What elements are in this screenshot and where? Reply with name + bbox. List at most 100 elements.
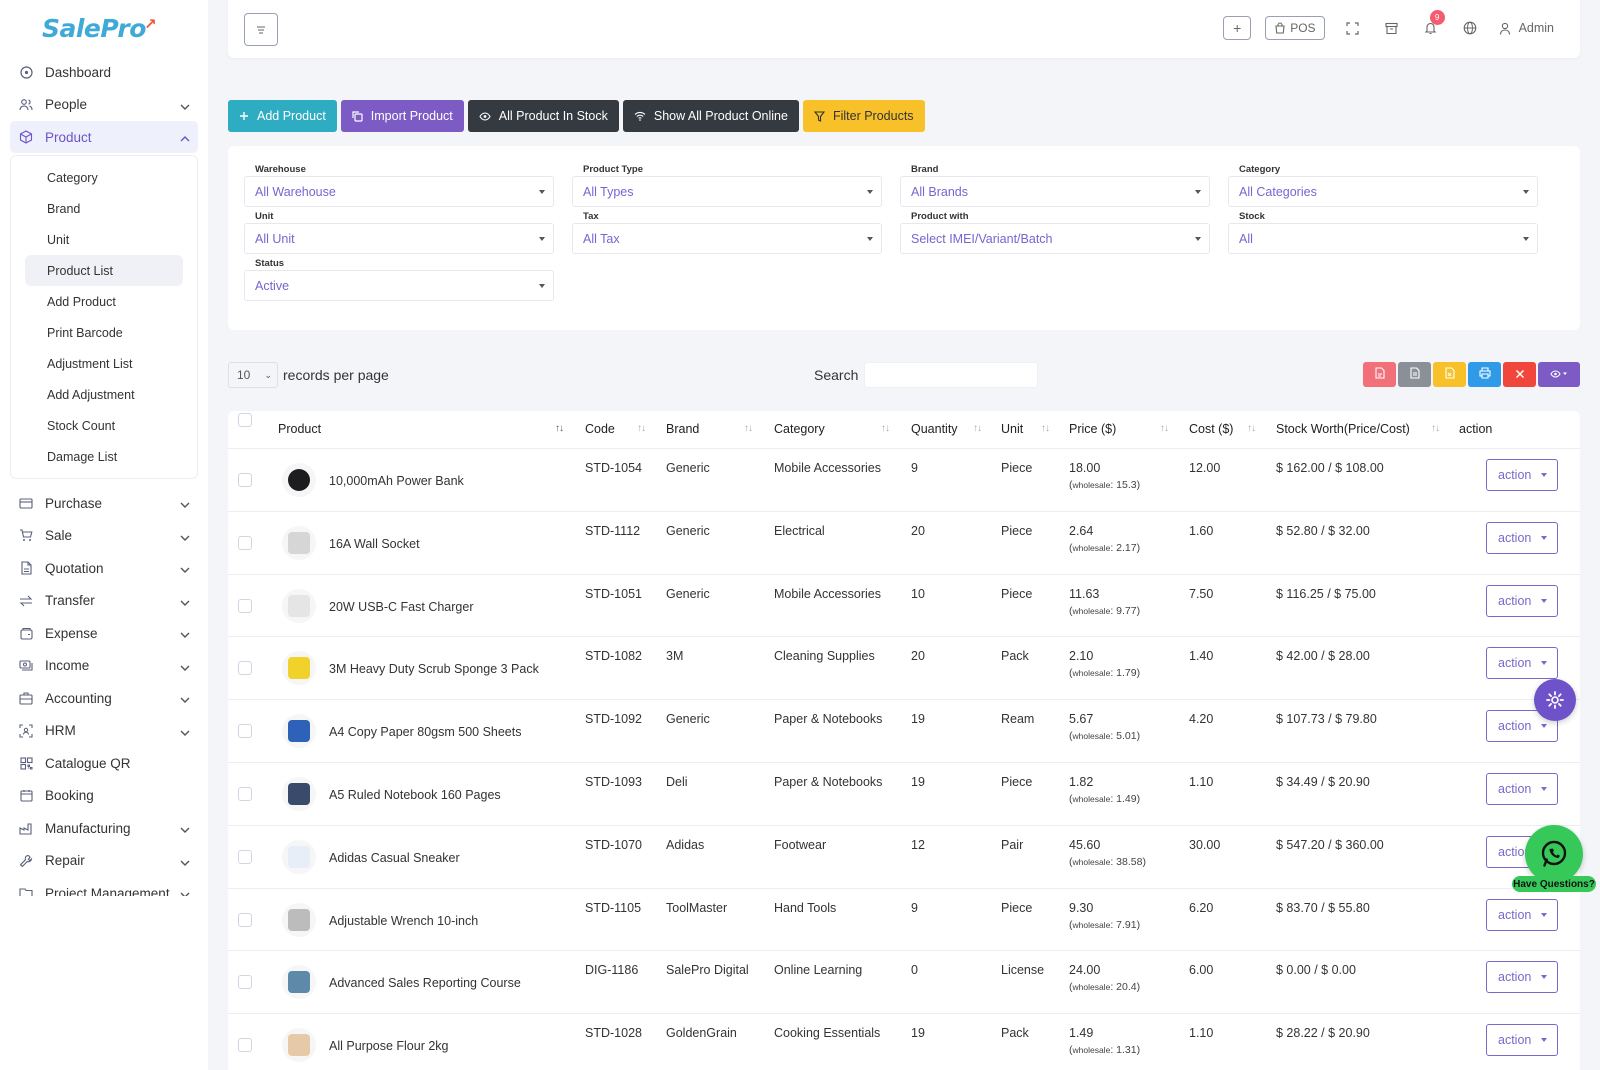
filter-select-warehouse[interactable]: All Warehouse bbox=[244, 176, 554, 207]
submenu-item-unit[interactable]: Unit bbox=[47, 232, 70, 247]
sort-arrows-icon[interactable]: ↑↓ bbox=[637, 423, 646, 434]
sidebar-item-manufacturing[interactable]: Manufacturing bbox=[10, 812, 198, 844]
all-product-in-stock-button[interactable]: All Product In Stock bbox=[467, 100, 619, 132]
product-price: 11.63 (wholesale: 9.77) bbox=[1069, 586, 1141, 617]
sidebar-item-catalogue-qr[interactable]: Catalogue QR bbox=[10, 747, 198, 779]
product-quantity: 19 bbox=[911, 774, 925, 789]
sort-arrows-icon[interactable]: ↑↓ bbox=[1041, 423, 1050, 434]
submenu-item-adjustment-list[interactable]: Adjustment List bbox=[47, 356, 133, 371]
row-action-dropdown[interactable]: action bbox=[1486, 647, 1558, 680]
column-header-cost[interactable]: Cost ($) bbox=[1189, 422, 1234, 436]
sidebar-item-repair[interactable]: Repair bbox=[10, 845, 198, 877]
filter-select-stock[interactable]: All bbox=[1228, 223, 1538, 254]
filter-select-product-with[interactable]: Select IMEI/Variant/Batch bbox=[900, 223, 1210, 254]
fullscreen-icon[interactable] bbox=[1343, 18, 1363, 38]
sidebar-item-purchase[interactable]: Purchase bbox=[10, 487, 198, 519]
add-product-button[interactable]: Add Product bbox=[228, 100, 337, 132]
sidebar-item-hrm[interactable]: HRM bbox=[10, 715, 198, 747]
sidebar-item-booking[interactable]: Booking bbox=[10, 780, 198, 812]
row-checkbox[interactable] bbox=[238, 535, 252, 550]
submenu-item-brand[interactable]: Brand bbox=[47, 201, 81, 216]
user-menu[interactable]: Admin bbox=[1499, 21, 1554, 35]
row-action-dropdown[interactable]: action bbox=[1486, 1024, 1558, 1057]
csv-button[interactable] bbox=[1398, 362, 1431, 387]
column-header-code[interactable]: Code bbox=[585, 422, 615, 436]
column-visibility-button[interactable] bbox=[1538, 362, 1580, 387]
submenu-item-stock-count[interactable]: Stock Count bbox=[47, 418, 116, 433]
sort-arrows-icon[interactable]: ↑↓ bbox=[744, 423, 753, 434]
column-header-price[interactable]: Price ($) bbox=[1069, 422, 1117, 436]
language-globe-icon[interactable] bbox=[1460, 18, 1480, 38]
row-checkbox[interactable] bbox=[238, 849, 252, 864]
import-product-button[interactable]: Import Product bbox=[340, 100, 464, 132]
submenu-item-print-barcode[interactable]: Print Barcode bbox=[47, 325, 123, 340]
submenu-item-category[interactable]: Category bbox=[47, 170, 98, 185]
column-header-product[interactable]: Product bbox=[278, 422, 322, 436]
row-checkbox[interactable] bbox=[238, 473, 252, 487]
whatsapp-chat-button[interactable] bbox=[1525, 825, 1583, 883]
submenu-item-damage-list[interactable]: Damage List bbox=[47, 449, 118, 464]
print-button[interactable] bbox=[1468, 362, 1501, 387]
column-header-quantity[interactable]: Quantity bbox=[911, 422, 958, 436]
settings-gear-button[interactable] bbox=[1534, 679, 1576, 721]
filter-select-unit[interactable]: All Unit bbox=[244, 223, 554, 254]
pos-button[interactable]: POS bbox=[1265, 16, 1325, 40]
sort-arrows-icon[interactable]: ↑↓ bbox=[973, 423, 982, 434]
row-action-dropdown[interactable]: action bbox=[1486, 521, 1558, 554]
row-action-dropdown[interactable]: action bbox=[1486, 584, 1558, 617]
row-action-dropdown[interactable]: action bbox=[1486, 459, 1558, 491]
sort-arrows-icon[interactable]: ↑↓ bbox=[1247, 423, 1256, 434]
sidebar-item-quotation[interactable]: Quotation bbox=[10, 552, 198, 584]
excel-button[interactable] bbox=[1433, 362, 1466, 387]
search-input[interactable] bbox=[864, 362, 1038, 388]
sidebar-item-transfer[interactable]: Transfer bbox=[10, 585, 198, 617]
quick-add-button[interactable]: + bbox=[1223, 16, 1252, 40]
submenu-item-add-adjustment[interactable]: Add Adjustment bbox=[47, 387, 135, 402]
select-all-checkbox[interactable] bbox=[238, 413, 252, 427]
column-header-stock-worth-price-cost[interactable]: Stock Worth(Price/Cost) bbox=[1276, 422, 1410, 436]
sidebar-item-people[interactable]: People bbox=[10, 89, 198, 121]
sort-arrows-icon[interactable]: ↑↓ bbox=[1431, 423, 1440, 434]
row-checkbox[interactable] bbox=[238, 661, 252, 676]
row-checkbox[interactable] bbox=[238, 786, 252, 801]
archive-icon[interactable] bbox=[1382, 18, 1402, 38]
row-checkbox[interactable] bbox=[238, 975, 252, 990]
brand-logo[interactable]: SalePro ↗ bbox=[41, 13, 157, 43]
submenu-item-product-list[interactable]: Product List bbox=[25, 255, 183, 286]
sort-arrows-icon[interactable]: ↑↓ bbox=[881, 423, 890, 434]
pdf-button[interactable] bbox=[1363, 362, 1396, 387]
show-all-product-online-button[interactable]: Show All Product Online bbox=[622, 100, 799, 132]
column-header-brand[interactable]: Brand bbox=[666, 422, 700, 436]
row-action-dropdown[interactable]: action bbox=[1486, 961, 1558, 994]
sidebar-item-project-management[interactable]: Project Management bbox=[10, 877, 198, 896]
sidebar-item-sale[interactable]: Sale bbox=[10, 520, 198, 552]
sort-arrows-icon[interactable]: ↑↓ bbox=[1160, 423, 1169, 434]
row-action-dropdown[interactable]: action bbox=[1486, 772, 1558, 805]
row-checkbox[interactable] bbox=[238, 724, 252, 739]
records-per-page-select[interactable]: 10 ⌄ bbox=[228, 362, 278, 388]
filter-select-status[interactable]: Active bbox=[244, 270, 554, 301]
have-questions-label[interactable]: Have Questions? bbox=[1512, 876, 1596, 892]
sidebar-item-accounting[interactable]: Accounting bbox=[10, 682, 198, 714]
filter-products-button[interactable]: Filter Products bbox=[802, 100, 925, 132]
filter-select-product-type[interactable]: All Types bbox=[572, 176, 882, 207]
notification-bell-icon[interactable]: 9 bbox=[1421, 10, 1445, 38]
column-header-unit[interactable]: Unit bbox=[1001, 422, 1024, 436]
row-checkbox[interactable] bbox=[238, 912, 252, 927]
row-action-dropdown[interactable]: action bbox=[1486, 710, 1558, 743]
menu-toggle-icon[interactable] bbox=[244, 13, 278, 46]
sidebar-item-income[interactable]: Income bbox=[10, 650, 198, 682]
sidebar-item-product[interactable]: Product bbox=[10, 121, 198, 153]
submenu-item-add-product[interactable]: Add Product bbox=[47, 294, 116, 309]
sidebar-item-dashboard[interactable]: Dashboard bbox=[10, 56, 198, 88]
row-checkbox[interactable] bbox=[238, 1038, 252, 1053]
filter-select-tax[interactable]: All Tax bbox=[572, 223, 882, 254]
sidebar-item-expense[interactable]: Expense bbox=[10, 617, 198, 649]
filter-select-brand[interactable]: All Brands bbox=[900, 176, 1210, 207]
column-header-category[interactable]: Category bbox=[774, 422, 825, 436]
sort-arrows-icon[interactable]: ↑↓ bbox=[555, 423, 564, 434]
delete-button[interactable] bbox=[1503, 362, 1536, 387]
row-action-dropdown[interactable]: action bbox=[1486, 898, 1558, 931]
filter-select-category[interactable]: All Categories bbox=[1228, 176, 1538, 207]
row-checkbox[interactable] bbox=[238, 598, 252, 613]
